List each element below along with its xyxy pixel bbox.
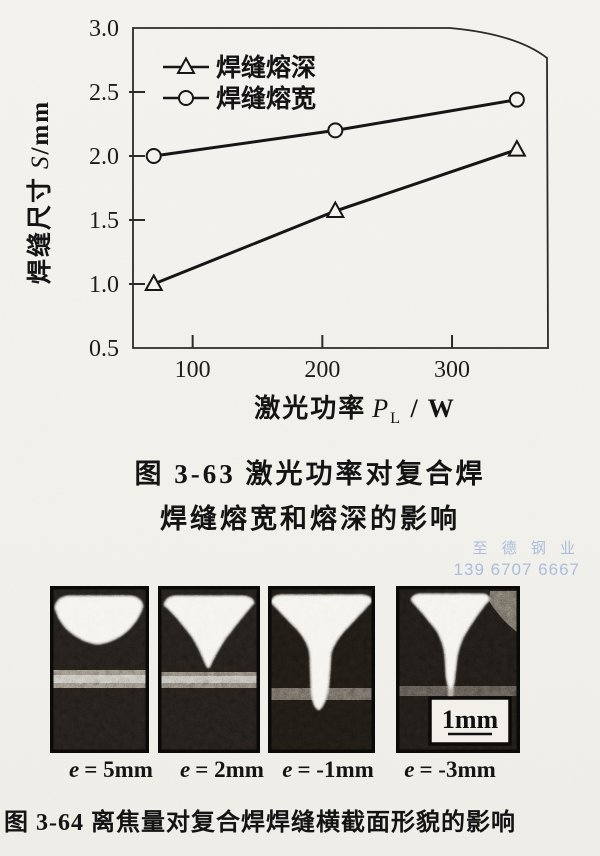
figure-3-64-caption: 图 3-64 离焦量对复合焊焊缝横截面形貌的影响: [4, 810, 516, 836]
x-axis-symbol: P: [372, 394, 391, 423]
defocus-value: = 2mm: [195, 757, 264, 782]
y-axis-title: 焊缝尺寸 S/mm: [20, 100, 56, 284]
plot-border: [132, 27, 549, 349]
texture-overlay: [268, 586, 375, 753]
defocus-symbol: e: [69, 757, 80, 782]
legend-label: 焊缝熔宽: [216, 84, 316, 113]
defocus-value: = 5mm: [84, 757, 153, 782]
weld-cross-section-image-e-minus3mm: 1mm: [396, 586, 520, 753]
defocus-value: = -3mm: [419, 757, 496, 782]
y-tick-label: 2.5: [89, 80, 119, 106]
panel-label-e-minus1mm: e = -1mm: [282, 757, 374, 783]
scale-bar-label: 1mm: [442, 705, 499, 734]
panel-label-e5mm: e = 5mm: [69, 757, 153, 783]
data-point-circle-marker: [327, 122, 344, 139]
watermark: 至 德 钢 业 139 6707 6667: [454, 539, 580, 580]
defocus-symbol: e: [180, 757, 191, 782]
figure-3-63-caption-line2: 焊缝熔宽和熔深的影响: [160, 504, 460, 534]
texture-overlay: [50, 586, 149, 753]
panel-label-e-minus3mm: e = -3mm: [404, 757, 496, 783]
texture-overlay: [158, 586, 260, 753]
y-axis-title-text: 焊缝尺寸: [27, 176, 54, 285]
y-tick-label: 1.0: [89, 272, 119, 298]
x-tick-label: 200: [304, 357, 340, 383]
x-axis-unit: / W: [401, 394, 456, 423]
x-axis-title-text: 激光功率: [254, 394, 367, 423]
defocus-symbol: e: [282, 757, 293, 782]
weld-cross-section-image-e2mm: [158, 586, 260, 753]
y-tick-label: 0.5: [89, 336, 119, 362]
defocus-symbol: e: [404, 757, 415, 782]
y-axis-unit: /mm: [27, 99, 54, 155]
data-point-circle-marker: [145, 148, 162, 164]
figure-3-63-caption-line1: 图 3-63 激光功率对复合焊: [134, 459, 486, 489]
weld-cross-section-image-e-minus1mm: [268, 586, 375, 753]
y-axis-symbol: S: [27, 154, 54, 170]
defocus-value: = -1mm: [297, 757, 374, 782]
watermark-company-name: 至 德 钢 业: [472, 540, 580, 557]
x-tick-label: 100: [175, 357, 211, 383]
panel-label-e2mm: e = 2mm: [180, 757, 264, 783]
watermark-phone-number: 139 6707 6667: [453, 560, 580, 579]
data-point-triangle-marker: [507, 139, 527, 157]
weld-cross-section-image-e5mm: [50, 586, 149, 753]
data-point-circle-marker: [508, 91, 525, 108]
legend-circle-marker: [178, 90, 194, 106]
figure-3-63-caption: 图 3-63 激光功率对复合焊 焊缝熔宽和熔深的影响: [0, 452, 600, 542]
x-axis-title: 激光功率 PL / W: [0, 388, 600, 428]
x-axis-symbol-subscript: L: [390, 410, 402, 428]
y-tick-label: 1.5: [89, 208, 119, 234]
y-tick-label: 2.0: [89, 144, 119, 170]
y-tick-label: 3.0: [89, 16, 119, 42]
legend-label: 焊缝熔深: [216, 53, 316, 82]
x-tick-label: 300: [434, 357, 470, 383]
